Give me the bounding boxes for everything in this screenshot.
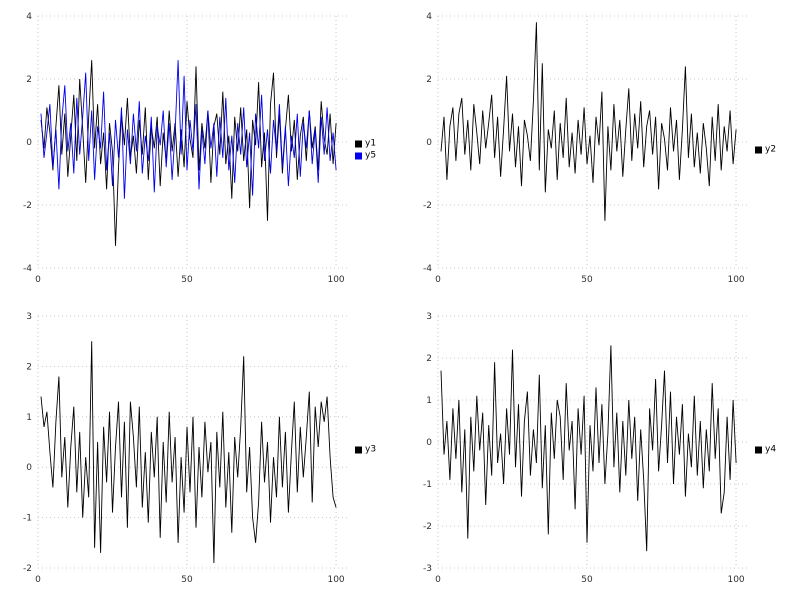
series-line-y1 [40, 60, 337, 246]
y-tick-label: 2 [426, 75, 432, 85]
y-tick-label: -2 [423, 522, 432, 532]
y-tick-label: 0 [26, 463, 32, 473]
y-tick-label: -2 [423, 201, 432, 211]
plot-svg: -3 -2 -1 0 1 2 3 0 50 100 [423, 312, 748, 585]
series-line-y3 [40, 341, 337, 564]
legend-item: y4 [755, 444, 777, 455]
y-tick-label: 2 [26, 362, 32, 372]
x-tick-label: 50 [181, 575, 193, 585]
y-tick-label: 1 [26, 413, 32, 423]
legend: y2 [755, 144, 777, 155]
plot-svg: -4 -2 0 2 4 0 50 100 [423, 12, 748, 285]
y-tick-label: 3 [426, 312, 432, 322]
x-tick-label: 50 [181, 275, 193, 285]
legend: y1 y5 [355, 138, 377, 161]
legend: y3 [355, 444, 377, 455]
legend-swatch-icon [755, 446, 762, 454]
legend-label: y2 [765, 144, 777, 155]
x-tick-label: 100 [727, 575, 744, 585]
legend-label: y3 [365, 444, 377, 455]
y-tick-label: 2 [26, 75, 32, 85]
legend-label: y5 [365, 150, 377, 161]
legend-swatch-icon [355, 152, 362, 160]
legend-label: y1 [365, 138, 377, 149]
x-tick-label: 100 [327, 275, 344, 285]
y-tick-label: -1 [23, 514, 32, 524]
plot-svg: -4 -2 0 2 4 0 50 100 [23, 12, 348, 285]
legend-swatch-icon [355, 140, 362, 148]
y-tick-label: -3 [423, 564, 432, 574]
legend: y4 [755, 444, 777, 455]
plot-svg: -2 -1 0 1 2 3 0 50 100 [23, 312, 348, 585]
chart-panel: -4 -2 0 2 4 0 50 100 y2 [400, 0, 800, 300]
y-tick-label: 0 [426, 138, 432, 148]
x-tick-label: 0 [435, 275, 441, 285]
x-tick-label: 0 [35, 275, 41, 285]
legend-item: y1 [355, 138, 377, 149]
y-tick-label: -2 [23, 564, 32, 574]
chart-panel: -2 -1 0 1 2 3 0 50 100 y3 [0, 300, 400, 600]
y-tick-label: 1 [426, 396, 432, 406]
y-tick-label: -1 [423, 480, 432, 490]
legend-item: y2 [755, 144, 777, 155]
chart-panel: -3 -2 -1 0 1 2 3 0 50 100 y4 [400, 300, 800, 600]
y-tick-label: -2 [23, 201, 32, 211]
chart-panel: -4 -2 0 2 4 0 50 100 y1 y5 [0, 0, 400, 300]
y-tick-label: 2 [426, 354, 432, 364]
series-line-y5 [40, 60, 337, 199]
x-tick-label: 100 [727, 275, 744, 285]
y-tick-label: 4 [426, 12, 432, 22]
x-tick-label: 0 [35, 575, 41, 585]
y-tick-label: 0 [26, 138, 32, 148]
y-tick-label: 3 [26, 312, 32, 322]
x-tick-label: 100 [327, 575, 344, 585]
series-line-y2 [440, 22, 737, 221]
legend-swatch-icon [755, 146, 762, 154]
y-tick-label: 0 [426, 438, 432, 448]
legend-item: y3 [355, 444, 377, 455]
x-tick-label: 0 [435, 575, 441, 585]
x-tick-label: 50 [581, 275, 593, 285]
legend-swatch-icon [355, 446, 362, 454]
y-tick-label: 4 [26, 12, 32, 22]
y-tick-label: -4 [423, 264, 432, 274]
series-line-y4 [440, 345, 737, 552]
x-tick-label: 50 [581, 575, 593, 585]
legend-label: y4 [765, 444, 777, 455]
y-tick-label: -4 [23, 264, 32, 274]
legend-item: y5 [355, 150, 377, 161]
